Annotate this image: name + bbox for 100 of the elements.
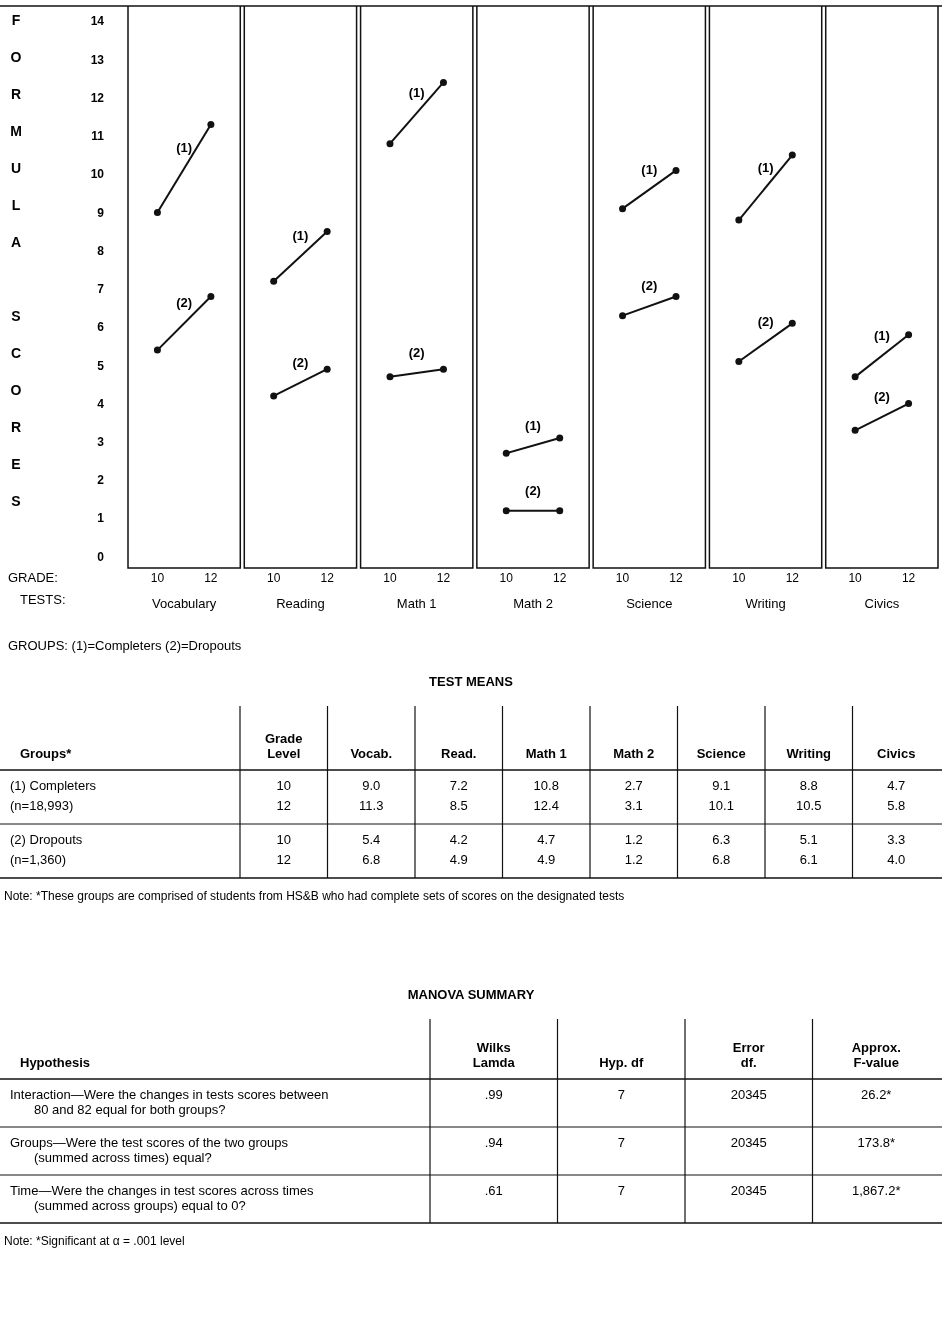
category-label: Math 1 bbox=[525, 746, 567, 761]
y-tick-label: 7 bbox=[97, 282, 105, 297]
text: 2.7 bbox=[624, 778, 643, 793]
text: 20345 bbox=[730, 1183, 767, 1198]
x-tick-label: 12 bbox=[785, 571, 800, 585]
text: 6.8 bbox=[362, 852, 381, 867]
x-tick-label: 10 bbox=[383, 571, 397, 585]
text: 6.1 bbox=[799, 852, 818, 867]
point bbox=[386, 140, 394, 148]
text: 12.4 bbox=[533, 798, 559, 813]
text: 10.1 bbox=[708, 798, 734, 813]
point bbox=[323, 365, 331, 373]
x-tick-label: 10 bbox=[150, 571, 165, 585]
text: 7.2 bbox=[449, 778, 468, 793]
category-label: Math 2 bbox=[613, 746, 655, 761]
y-tick-label: 8 bbox=[97, 243, 105, 258]
point bbox=[672, 293, 680, 301]
y-axis-title: FORMULA SCORES bbox=[8, 12, 24, 530]
text: 7 bbox=[617, 1183, 625, 1198]
text: GROUPS: (1)=Completers (2)=Dropouts bbox=[8, 638, 242, 653]
category-label: Error df. bbox=[732, 1040, 765, 1070]
point bbox=[905, 331, 913, 339]
series-label: (2) bbox=[525, 482, 541, 498]
text: 5.8 bbox=[887, 798, 906, 813]
x-tick-label: 12 bbox=[553, 571, 567, 585]
x-tick-label: 12 bbox=[436, 571, 451, 585]
y-tick-label: 12 bbox=[90, 90, 105, 105]
text: 8.8 bbox=[799, 778, 818, 793]
text: 1.2 bbox=[624, 852, 643, 867]
category-label: 12 bbox=[276, 852, 291, 867]
category-label: Grade Level bbox=[264, 731, 303, 761]
point bbox=[851, 373, 859, 381]
x-axis-title: Math 2 bbox=[513, 596, 553, 611]
point bbox=[672, 166, 680, 174]
category-label: (1) Completers bbox=[10, 778, 96, 793]
series-label: (1) bbox=[292, 228, 309, 244]
series-label: (1) bbox=[408, 85, 425, 101]
x-tick-label: 10 bbox=[732, 571, 746, 585]
text: 26.2* bbox=[861, 1087, 892, 1102]
text: 4.9 bbox=[449, 852, 468, 867]
text: 9.1 bbox=[712, 778, 731, 793]
text: 1.2 bbox=[624, 832, 643, 847]
text: Hypothesis bbox=[20, 1055, 91, 1070]
y-tick-label: 14 bbox=[90, 14, 105, 29]
y-tick-label: 11 bbox=[91, 129, 105, 144]
point bbox=[735, 216, 743, 224]
text: 173.8* bbox=[857, 1135, 896, 1150]
text: 11.3 bbox=[359, 798, 384, 813]
category-label: Vocab. bbox=[350, 746, 393, 761]
x-tick-label: 10 bbox=[615, 571, 630, 585]
y-tick-label: 6 bbox=[97, 320, 105, 335]
text: 6.8 bbox=[712, 852, 731, 867]
text: 5.4 bbox=[362, 832, 381, 847]
point bbox=[735, 358, 743, 366]
x-tick-label: 12 bbox=[669, 571, 684, 585]
category-label: (2) Dropouts bbox=[10, 832, 83, 847]
text: TESTS: bbox=[20, 592, 66, 607]
text: .94 bbox=[484, 1135, 503, 1150]
series-label: (1) bbox=[641, 161, 658, 177]
text: 10.8 bbox=[533, 778, 559, 793]
series-label: (2) bbox=[641, 278, 658, 294]
text: 10.5 bbox=[796, 798, 822, 813]
category-label: Writing bbox=[786, 746, 832, 761]
text: 4.0 bbox=[887, 852, 906, 867]
text: 9.0 bbox=[362, 778, 381, 793]
category-label: (n=1,360) bbox=[10, 852, 67, 867]
x-tick-label: 10 bbox=[267, 571, 281, 585]
text: 3.1 bbox=[624, 798, 643, 813]
y-tick-label: 10 bbox=[90, 167, 105, 182]
point bbox=[788, 151, 796, 159]
text: 6.3 bbox=[712, 832, 731, 847]
series-label: (1) bbox=[873, 327, 890, 343]
x-axis-title: Vocabulary bbox=[151, 596, 217, 611]
x-axis-title: Writing bbox=[745, 596, 786, 611]
category-label: (n=18,993) bbox=[10, 798, 74, 813]
text: 3.3 bbox=[887, 832, 906, 847]
category-label: 12 bbox=[276, 798, 291, 813]
y-tick-label: 1 bbox=[97, 511, 105, 526]
text: Note: *Significant at α = .001 level bbox=[4, 1234, 185, 1248]
point bbox=[270, 392, 278, 400]
point bbox=[270, 277, 278, 285]
point bbox=[851, 426, 859, 434]
text: 4.7 bbox=[537, 832, 556, 847]
category-label: Groups—Were the test scores of the two groups (summed across times) equal? bbox=[10, 1135, 288, 1165]
text: 4.2 bbox=[449, 832, 468, 847]
text: TEST MEANS bbox=[429, 674, 514, 689]
text: .61 bbox=[484, 1183, 503, 1198]
category-label: Civics bbox=[877, 746, 916, 761]
y-tick-label: 5 bbox=[97, 358, 105, 373]
x-tick-label: 10 bbox=[499, 571, 514, 585]
point bbox=[905, 400, 913, 408]
point bbox=[323, 228, 331, 236]
category-label: Interaction—Were the changes in tests scores between 80 and 82 equal for both groups? bbox=[10, 1087, 329, 1117]
series-label: (2) bbox=[873, 388, 890, 404]
text: Note: *These groups are comprised of students from HS&B who had complete sets of scores on the designated tests bbox=[4, 889, 625, 903]
category-label: Time—Were the changes in test scores across times (summed across groups) equal to 0? bbox=[10, 1183, 314, 1213]
text: 5.1 bbox=[799, 832, 818, 847]
point bbox=[439, 365, 447, 373]
text: 8.5 bbox=[449, 798, 468, 813]
text: 20345 bbox=[730, 1135, 767, 1150]
